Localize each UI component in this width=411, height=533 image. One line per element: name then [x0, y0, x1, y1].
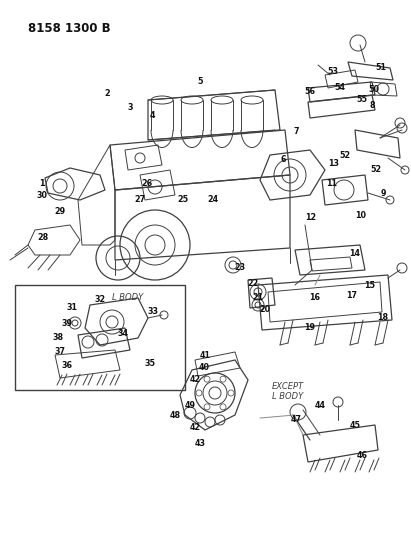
Text: 7: 7 — [293, 127, 299, 136]
Text: 30: 30 — [37, 190, 48, 199]
Text: 8158 1300 B: 8158 1300 B — [28, 22, 111, 35]
Text: 6: 6 — [280, 156, 286, 165]
Text: 18: 18 — [377, 312, 388, 321]
Text: 13: 13 — [328, 158, 339, 167]
Text: 56: 56 — [305, 87, 316, 96]
Text: 36: 36 — [62, 361, 72, 370]
Text: L BODY: L BODY — [112, 293, 143, 302]
Text: 12: 12 — [305, 214, 316, 222]
Text: 31: 31 — [67, 303, 78, 311]
Text: 9: 9 — [380, 189, 386, 198]
Text: 50: 50 — [369, 85, 379, 94]
Text: 52: 52 — [370, 166, 381, 174]
Text: 38: 38 — [53, 334, 64, 343]
Text: 14: 14 — [349, 248, 360, 257]
Text: 23: 23 — [234, 263, 245, 272]
Text: 32: 32 — [95, 295, 106, 304]
Text: 54: 54 — [335, 84, 346, 93]
Text: 45: 45 — [349, 421, 360, 430]
Text: 26: 26 — [141, 179, 152, 188]
Text: 22: 22 — [247, 279, 259, 287]
Text: 28: 28 — [37, 232, 48, 241]
Text: 16: 16 — [309, 294, 321, 303]
Text: 17: 17 — [346, 290, 358, 300]
Text: 47: 47 — [291, 416, 302, 424]
Text: 42: 42 — [189, 376, 201, 384]
Text: 37: 37 — [55, 346, 65, 356]
Text: 34: 34 — [118, 328, 129, 337]
Text: 27: 27 — [134, 195, 145, 204]
Text: 53: 53 — [328, 68, 339, 77]
Text: 35: 35 — [145, 359, 155, 368]
Text: 4: 4 — [149, 110, 155, 119]
Text: 42: 42 — [189, 424, 201, 432]
Text: 25: 25 — [178, 196, 189, 205]
Text: 46: 46 — [356, 450, 367, 459]
Text: 2: 2 — [104, 88, 110, 98]
Text: 19: 19 — [305, 324, 316, 333]
Text: 44: 44 — [314, 400, 326, 409]
Text: 3: 3 — [127, 102, 133, 111]
Text: 20: 20 — [259, 305, 270, 314]
Text: 49: 49 — [185, 400, 196, 409]
Text: 1: 1 — [39, 179, 45, 188]
Text: 15: 15 — [365, 280, 376, 289]
Text: 8: 8 — [369, 101, 375, 110]
Text: 51: 51 — [376, 63, 386, 72]
Text: 55: 55 — [356, 95, 367, 104]
Text: 48: 48 — [169, 410, 180, 419]
Text: 40: 40 — [199, 364, 210, 373]
Text: EXCEPT
L BODY: EXCEPT L BODY — [272, 382, 304, 401]
Text: 29: 29 — [54, 206, 66, 215]
Text: 52: 52 — [339, 150, 351, 159]
Text: 11: 11 — [326, 179, 337, 188]
Text: 41: 41 — [199, 351, 210, 359]
Text: 10: 10 — [356, 211, 367, 220]
Text: 43: 43 — [194, 440, 206, 448]
Text: 39: 39 — [62, 319, 72, 327]
Text: 33: 33 — [148, 306, 159, 316]
Text: 5: 5 — [197, 77, 203, 86]
Text: 24: 24 — [208, 196, 219, 205]
Text: 21: 21 — [252, 293, 263, 302]
